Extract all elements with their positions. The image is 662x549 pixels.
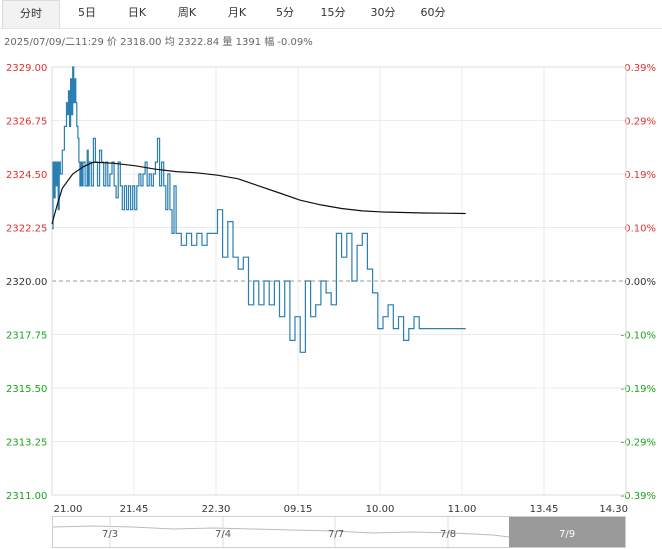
pct-tick-label: 0.39% bbox=[624, 63, 656, 74]
average-line bbox=[51, 161, 466, 225]
pct-tick-label: 0.19% bbox=[624, 170, 656, 181]
navigator-date-label: 7/7 bbox=[328, 529, 345, 540]
y-tick-label: 2317.75 bbox=[6, 331, 47, 342]
y-tick-label: 2324.50 bbox=[6, 170, 47, 181]
x-tick-label: 21.45 bbox=[120, 504, 149, 515]
pct-tick-label: -0.10% bbox=[621, 331, 656, 342]
pct-tick-label: -0.39% bbox=[621, 491, 656, 502]
x-tick-label: 21.00 bbox=[54, 504, 83, 515]
x-tick-label: 10.00 bbox=[366, 504, 395, 515]
navigator-date-label: 7/9 bbox=[559, 529, 576, 540]
tab-2[interactable]: 日K bbox=[127, 6, 147, 19]
date-navigator[interactable]: 7/3 7/4 7/7 7/8 7/9 bbox=[52, 516, 626, 548]
tab-3[interactable]: 周K bbox=[177, 6, 197, 19]
tab-7[interactable]: 30分 bbox=[370, 6, 396, 19]
tab-8[interactable]: 60分 bbox=[420, 6, 446, 19]
navigator-sparkline bbox=[53, 517, 510, 547]
navigator-selection-handle[interactable]: 7/9 bbox=[509, 517, 625, 547]
navigator-date-label: 7/3 bbox=[102, 529, 119, 540]
tab-4[interactable]: 月K bbox=[227, 6, 247, 19]
period-tabs: 分时 5日 日K 周K 月K 5分 15分 30分 60分 bbox=[0, 0, 662, 29]
y-tick-label: 2311.00 bbox=[6, 491, 47, 502]
x-tick-label: 09.15 bbox=[284, 504, 313, 515]
y-tick-label: 2315.50 bbox=[6, 384, 47, 395]
tab-0[interactable]: 分时 bbox=[2, 0, 60, 28]
navigator-date-label: 7/4 bbox=[215, 529, 232, 540]
tab-5[interactable]: 5分 bbox=[276, 6, 294, 19]
pct-tick-label: -0.29% bbox=[621, 438, 656, 449]
x-tick-label: 13.45 bbox=[530, 504, 559, 515]
y-tick-label: 2320.00 bbox=[6, 277, 47, 288]
pct-tick-label: -0.19% bbox=[621, 384, 656, 395]
pct-tick-label: 0.00% bbox=[624, 277, 656, 288]
y-tick-label: 2322.25 bbox=[6, 224, 47, 235]
pct-tick-label: 0.10% bbox=[624, 224, 656, 235]
x-tick-label: 22.30 bbox=[202, 504, 231, 515]
plot-area-border bbox=[51, 66, 627, 496]
x-tick-label: 11.00 bbox=[448, 504, 477, 515]
price-line bbox=[52, 66, 466, 353]
y-tick-label: 2313.25 bbox=[6, 438, 47, 449]
pct-tick-label: 0.29% bbox=[624, 117, 656, 128]
x-tick-label: 14.30 bbox=[599, 504, 628, 515]
y-tick-label: 2326.75 bbox=[6, 117, 47, 128]
navigator-date-label: 7/8 bbox=[440, 529, 457, 540]
y-tick-label: 2329.00 bbox=[6, 63, 47, 74]
tab-6[interactable]: 15分 bbox=[320, 6, 346, 19]
quote-info-line: 2025/07/09/二11:29 价 2318.00 均 2322.84 量 … bbox=[4, 37, 313, 48]
tab-1[interactable]: 5日 bbox=[78, 6, 96, 19]
